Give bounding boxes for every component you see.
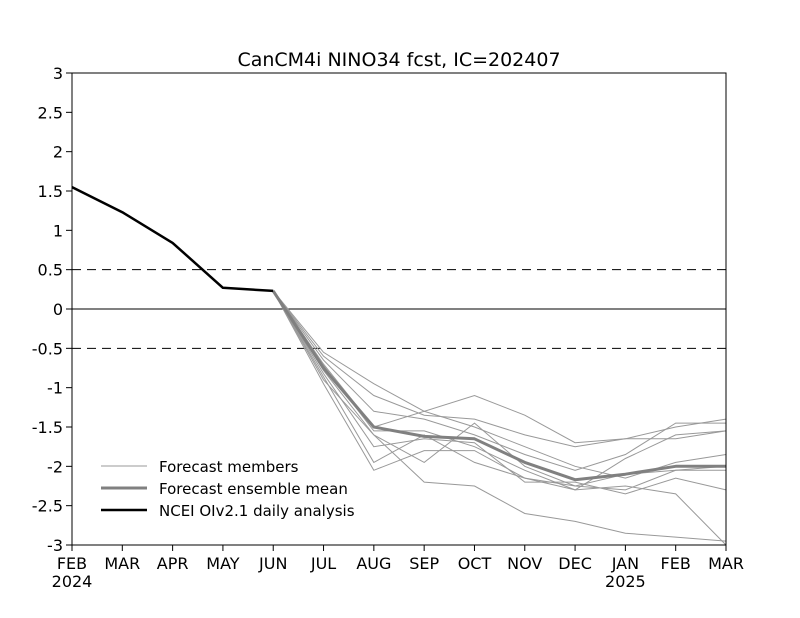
y-tick-label: 2.5 [38,103,63,122]
y-tick-label: 3 [53,64,63,83]
y-tick-label: 1.5 [38,182,63,201]
legend-label: NCEI OIv2.1 daily analysis [159,502,355,520]
legend-label: Forecast members [159,458,299,476]
y-tick-label: -1 [47,379,63,398]
y-tick-label: 2 [53,143,63,162]
forecast-member-line-2 [272,290,727,448]
x-tick-label: DEC [558,554,592,573]
x-tick-label: FEB [661,554,691,573]
y-tick-label: 0 [53,300,63,319]
ensemble-mean-line [271,290,726,482]
x-axis: FEB MAR APR MAY JUN JUL AUG SEP OCT NOV DEC JAN FEB M… [52,545,744,591]
forecast-member-line-1 [272,290,727,444]
forecast-member-line-9 [272,290,727,542]
x-tick-label: JUL [310,554,336,573]
x-tick-label: MAY [206,554,240,573]
x-tick-label: JAN [611,554,639,573]
chart-title: CanCM4i NINO34 fcst, IC=202407 [237,49,560,71]
x-tick-label: APR [157,554,189,573]
forecast-member-line-7 [272,290,727,495]
legend: Forecast members Forecast ensemble mean NC… [101,458,355,520]
y-tick-label: 0.5 [38,261,63,280]
forecast-member-line-10 [272,290,727,546]
ensemble-mean-line-path [271,290,726,482]
x-tick-label: NOV [507,554,542,573]
y-tick-label: -1.5 [32,418,63,437]
y-tick-label: -0.5 [32,339,63,358]
x-tick-label: SEP [409,554,439,573]
y-axis: -3 -2.5 -2 -1.5 -1 -0.5 0 0.5 1 1.5 2 2.5 3 [32,64,72,555]
y-tick-label: 1 [53,221,63,240]
x-tick-label: OCT [458,554,492,573]
forecast-member-line-8 [272,290,727,487]
analysis-line [71,185,274,293]
x-year-label: 2024 [52,572,93,591]
reference-lines [72,269,726,349]
legend-label: Forecast ensemble mean [159,480,348,498]
x-tick-label: MAR [104,554,140,573]
x-tick-label: FEB [57,554,87,573]
x-year-label: 2025 [605,572,646,591]
x-tick-label: AUG [356,554,391,573]
analysis-line-path [71,185,274,293]
x-tick-label: MAR [708,554,744,573]
y-tick-label: -2.5 [32,497,63,516]
x-tick-label: JUN [258,554,287,573]
y-tick-label: -3 [47,536,63,555]
forecast-member-line-6 [272,290,726,491]
y-tick-label: -2 [47,457,63,476]
